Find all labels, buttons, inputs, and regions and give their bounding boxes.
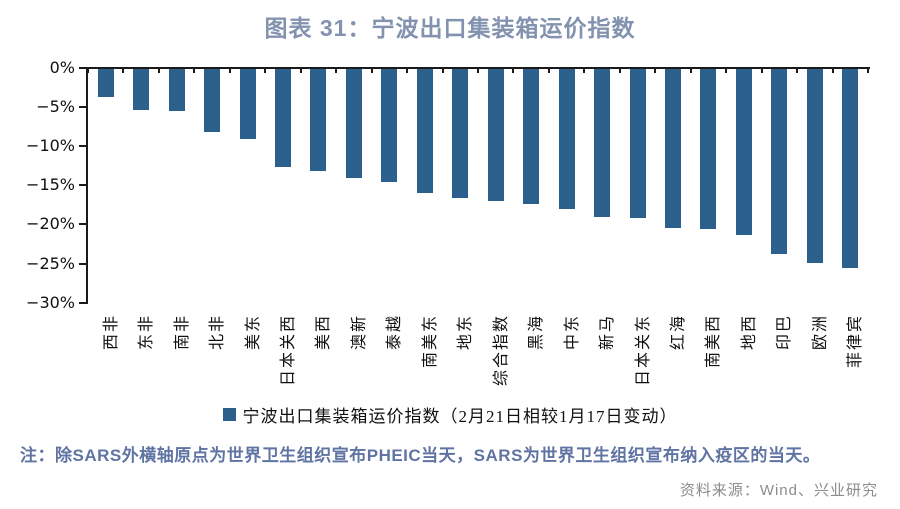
bar[interactable] — [345, 69, 362, 178]
bar[interactable] — [700, 69, 717, 229]
bar[interactable] — [842, 69, 859, 268]
x-category-label: 南美西 — [705, 314, 723, 369]
y-tick-label: −5% — [36, 97, 75, 117]
data-source: 资料来源：Wind、兴业研究 — [679, 482, 878, 499]
x-axis-tick — [193, 69, 196, 73]
x-axis-tick — [264, 69, 267, 73]
x-category-label: 欧洲 — [811, 314, 829, 351]
y-tick-label: −20% — [26, 214, 75, 234]
x-axis-tick — [87, 69, 89, 73]
x-axis-tick — [122, 69, 125, 73]
legend: 宁波出口集装箱运价指数（2月21日相较1月17日变动） — [0, 402, 900, 427]
x-axis-tick — [228, 69, 231, 73]
x-category-label: 菲律宾 — [847, 314, 865, 369]
x-category-label: 美西 — [315, 314, 333, 351]
x-axis-tick — [867, 69, 869, 73]
bar[interactable] — [735, 69, 752, 235]
x-axis-tick — [512, 69, 515, 73]
x-category-label: 西非 — [102, 314, 120, 351]
x-category-label: 地西 — [740, 314, 758, 351]
x-axis-tick — [831, 69, 834, 73]
bar[interactable] — [97, 69, 114, 98]
x-category-label: 北非 — [209, 314, 227, 351]
bar[interactable] — [416, 69, 433, 194]
x-axis-tick — [299, 69, 302, 73]
bar[interactable] — [275, 69, 291, 167]
x-axis-tick — [689, 69, 692, 73]
x-category-label: 泰越 — [386, 314, 404, 351]
bar[interactable] — [487, 69, 504, 202]
x-category-label: 日本关东 — [634, 314, 652, 387]
x-category-label: 日本关西 — [280, 314, 297, 387]
zero-axis-line — [86, 67, 870, 69]
y-axis-tick — [79, 223, 86, 226]
x-category-label: 南非 — [173, 314, 191, 351]
x-category-label: 地东 — [457, 314, 475, 351]
bar[interactable] — [168, 69, 185, 112]
chart-title: 图表 31：宁波出口集装箱运价指数 — [264, 15, 636, 41]
y-axis-tick — [79, 301, 86, 304]
bar[interactable] — [629, 69, 646, 218]
x-axis-tick — [618, 69, 621, 73]
x-axis-tick — [157, 69, 160, 73]
x-axis-tick — [654, 69, 657, 73]
y-axis-tick — [79, 145, 86, 148]
y-tick-label: −30% — [26, 292, 75, 312]
x-category-label: 南美东 — [421, 314, 439, 369]
x-category-label: 印巴 — [776, 314, 794, 351]
bar[interactable] — [239, 69, 256, 139]
y-tick-label: −10% — [26, 136, 75, 156]
x-axis-tick — [796, 69, 799, 73]
x-category-label: 综合指数 — [492, 314, 510, 387]
x-axis-tick — [406, 69, 409, 73]
bar[interactable] — [771, 69, 788, 255]
x-axis-tick — [760, 69, 763, 73]
legend-label: 宁波出口集装箱运价指数（2月21日相较1月17日变动） — [242, 407, 678, 426]
bar[interactable] — [806, 69, 823, 263]
y-axis-tick — [79, 184, 86, 187]
x-category-label: 中东 — [563, 314, 581, 351]
x-category-label: 红海 — [670, 314, 687, 351]
x-category-label: 美东 — [244, 314, 262, 351]
x-axis-tick — [583, 69, 586, 73]
bar[interactable] — [310, 69, 327, 172]
bar[interactable] — [665, 69, 681, 228]
bar[interactable] — [452, 69, 469, 199]
bar[interactable] — [381, 69, 398, 182]
x-category-label: 东非 — [138, 314, 156, 351]
y-axis-tick — [79, 106, 86, 109]
x-category-label: 澳新 — [350, 314, 368, 351]
y-tick-label: −25% — [26, 253, 75, 273]
bar[interactable] — [558, 69, 575, 209]
y-tick-label: −15% — [26, 175, 75, 195]
y-axis-tick — [79, 67, 86, 69]
bar[interactable] — [523, 69, 540, 204]
x-axis-tick — [547, 69, 550, 73]
x-axis-tick — [725, 69, 728, 73]
y-axis-line — [86, 67, 88, 304]
x-axis-tick — [335, 69, 338, 73]
x-axis-tick — [477, 69, 479, 73]
y-tick-label: 0% — [49, 58, 75, 77]
footnote: 注：除SARS外横轴原点为世界卫生组织宣布PHEIC当天，SARS为世界卫生组织… — [20, 446, 821, 465]
legend-swatch-icon — [222, 408, 236, 421]
x-category-label: 黑海 — [528, 314, 546, 351]
bar[interactable] — [204, 69, 221, 132]
x-axis-tick — [441, 69, 444, 73]
x-axis-tick — [370, 69, 373, 73]
bar[interactable] — [133, 69, 150, 111]
y-axis-tick — [79, 262, 86, 265]
x-category-label: 新马 — [599, 314, 617, 351]
bar[interactable] — [594, 69, 611, 217]
